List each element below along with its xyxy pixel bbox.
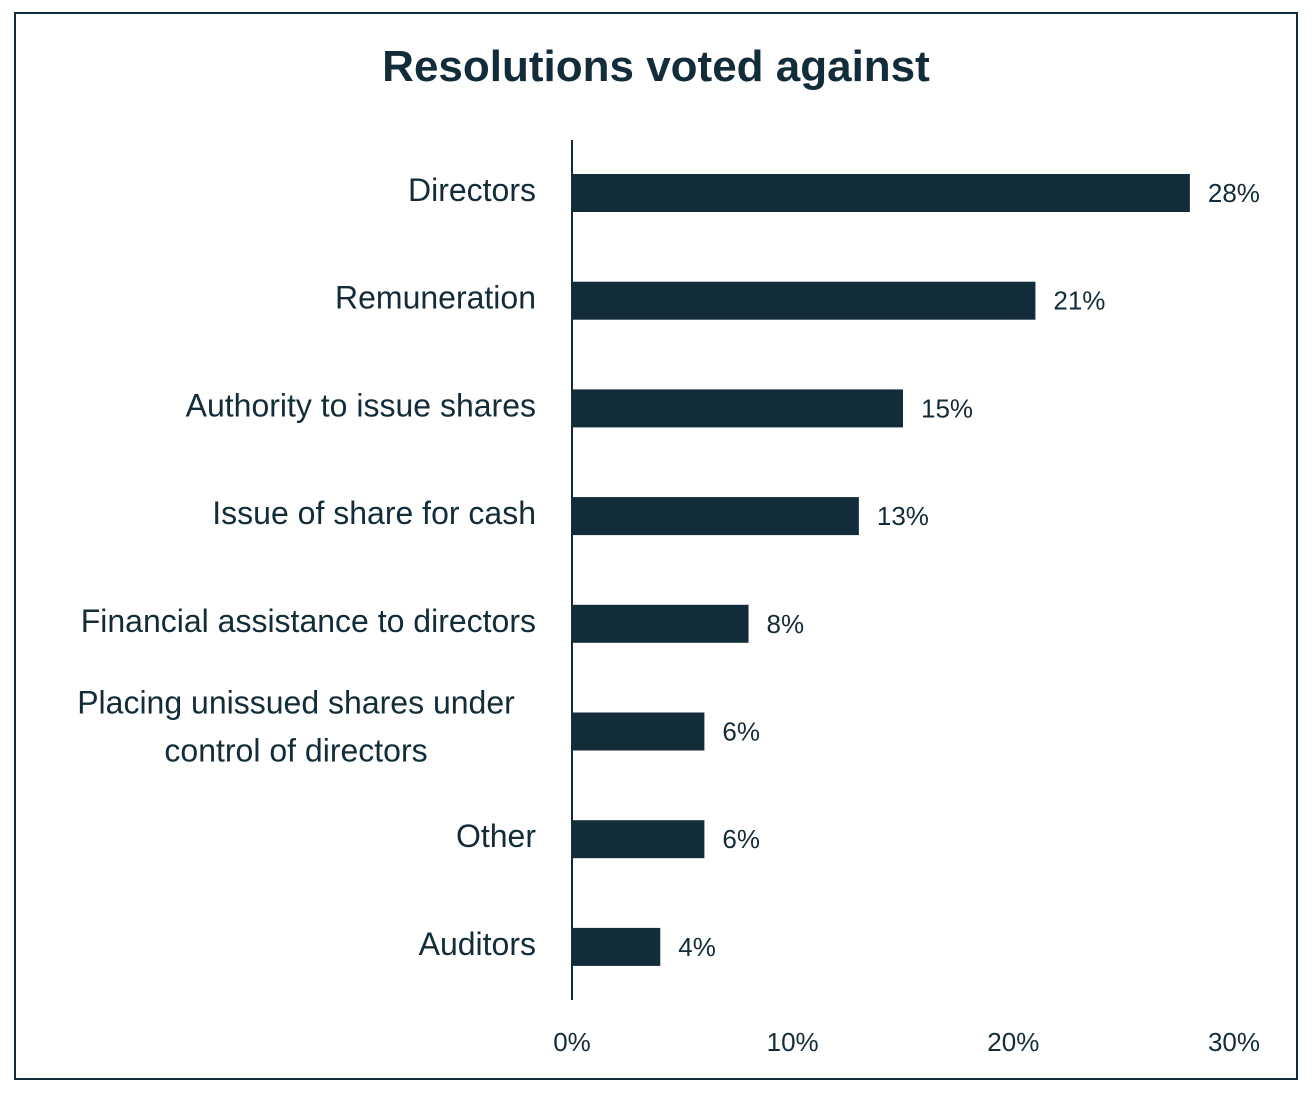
bars-layer — [572, 174, 1190, 966]
chart-title: Resolutions voted against — [382, 42, 930, 91]
x-tick-label: 0% — [553, 1027, 591, 1057]
bar-remuneration — [572, 281, 1036, 320]
category-label-line: Placing unissued shares under — [77, 685, 515, 721]
labels-layer: 28% Directors 21% Remuneration 15% Authority … — [77, 172, 1260, 962]
bar-auditors — [572, 927, 661, 966]
value-label-other: 6% — [722, 824, 760, 854]
value-label-issue-of-share-for-cash: 13% — [877, 501, 929, 531]
category-label-authority-to-issue-shares: Authority to issue shares — [186, 387, 536, 423]
value-label-financial-assistance-to-directors: 8% — [767, 609, 805, 639]
category-label-financial-assistance-to-directors: Financial assistance to directors — [81, 603, 536, 639]
category-label-directors: Directors — [408, 172, 536, 208]
category-label-placing-unissued-shares-under-control-of-directors: Placing unissued shares under control of … — [77, 685, 515, 769]
value-label-auditors: 4% — [678, 932, 716, 962]
bar-placing-unissued-shares-under-control-of-directors — [572, 712, 705, 751]
x-tick-label: 20% — [987, 1027, 1039, 1057]
bar-directors — [572, 174, 1190, 212]
bar-other — [572, 820, 705, 859]
x-tick-label: 30% — [1208, 1027, 1260, 1057]
value-label-authority-to-issue-shares: 15% — [921, 393, 973, 423]
category-label-line: control of directors — [164, 733, 427, 769]
category-label-auditors: Auditors — [419, 926, 536, 962]
value-label-placing-unissued-shares-under-control-of-directors: 6% — [722, 717, 760, 747]
bar-authority-to-issue-shares — [572, 389, 903, 428]
x-tick-label: 10% — [767, 1027, 819, 1057]
value-label-directors: 28% — [1208, 178, 1260, 208]
ticks-layer: 0% 10% 20% 30% — [553, 1027, 1260, 1057]
category-label-issue-of-share-for-cash: Issue of share for cash — [212, 495, 536, 531]
bar-financial-assistance-to-directors — [572, 604, 749, 643]
category-label-other: Other — [456, 818, 536, 854]
category-label-remuneration: Remuneration — [335, 280, 536, 316]
bar-issue-of-share-for-cash — [572, 497, 859, 536]
value-label-remuneration: 21% — [1053, 286, 1105, 316]
